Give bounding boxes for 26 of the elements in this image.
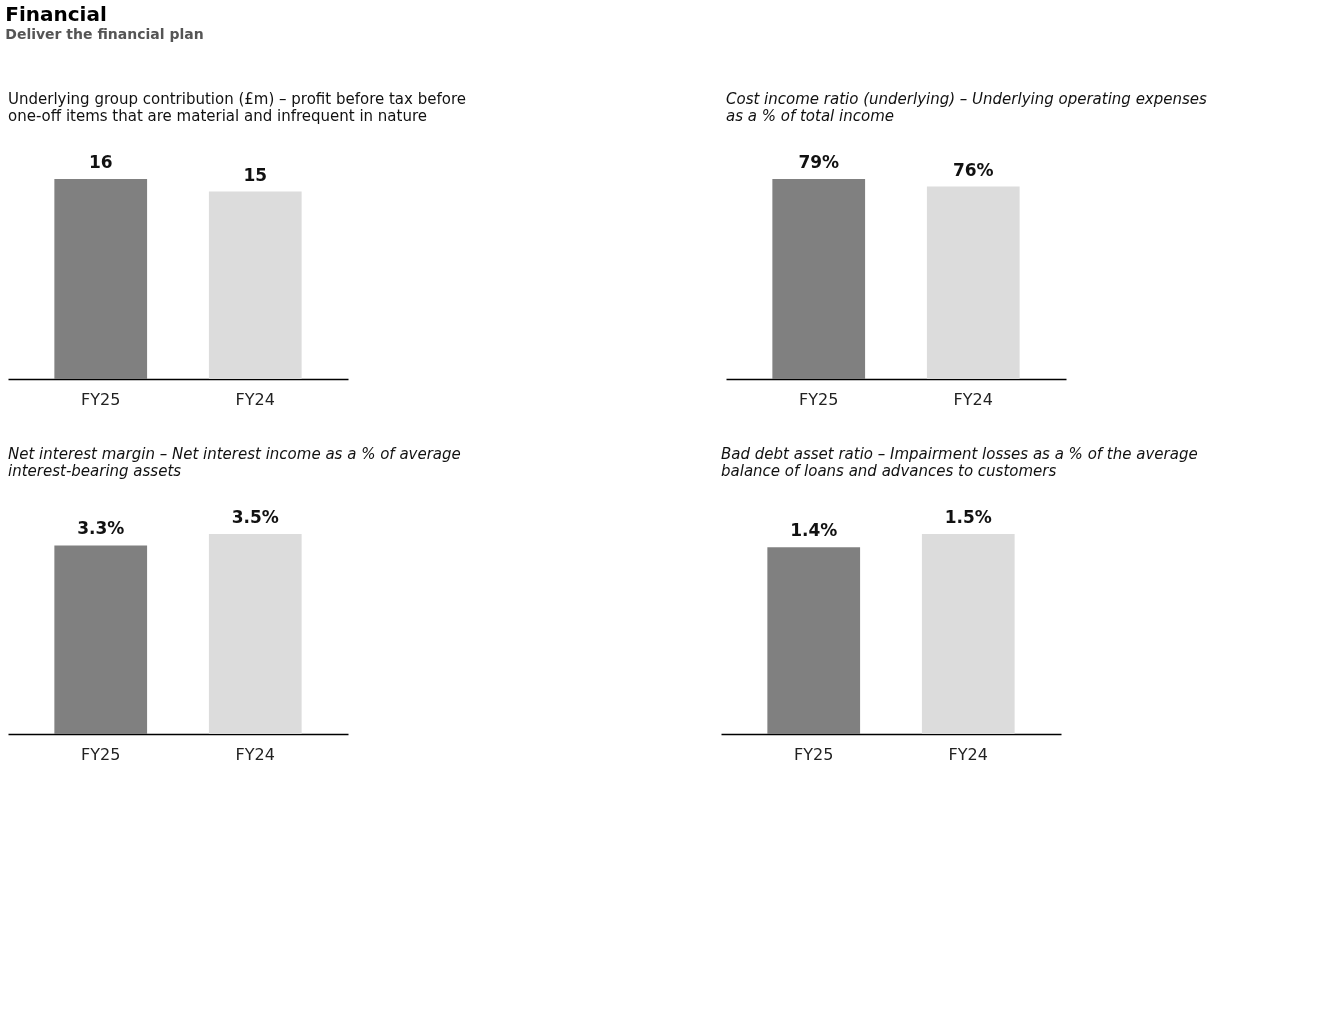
data-label: 1.4% [790,520,838,541]
x-tick-label: FY24 [948,744,988,764]
x-tick-label: FY25 [81,389,121,409]
x-tick-label: FY24 [235,744,275,764]
data-label: 16 [88,152,113,172]
text: Financial [5,2,107,27]
x-tick-label: FY25 [794,744,834,764]
text: interest-bearing assets [8,462,182,480]
data-label: 15 [243,164,268,185]
text: Deliver the financial plan [5,26,204,43]
chart-title: Underlying group contribution (£m) – profit before tax before [8,90,466,108]
x-tick-label: FY24 [953,389,993,409]
x-tick-label: FY24 [235,389,275,409]
data-label: 1.5% [944,507,992,527]
text: balance of loans and advances to customers [721,462,1057,480]
text: as a % of total income [726,107,894,125]
data-label: 3.3% [77,518,125,539]
x-tick-label: FY25 [81,744,121,764]
chart-title: Net interest margin – Net interest income as a % of average [8,445,461,463]
chart-title: Bad debt asset ratio – Impairment losses as a % of the average [721,445,1198,463]
x-tick-label: FY25 [799,389,839,409]
text: one-off items that are material and infrequent in nature [8,107,428,125]
data-label: 79% [798,152,840,172]
data-label: 76% [952,159,994,180]
chart-title: Cost income ratio (underlying) – Underlying operating expenses [726,90,1207,108]
data-label: 3.5% [231,507,279,527]
